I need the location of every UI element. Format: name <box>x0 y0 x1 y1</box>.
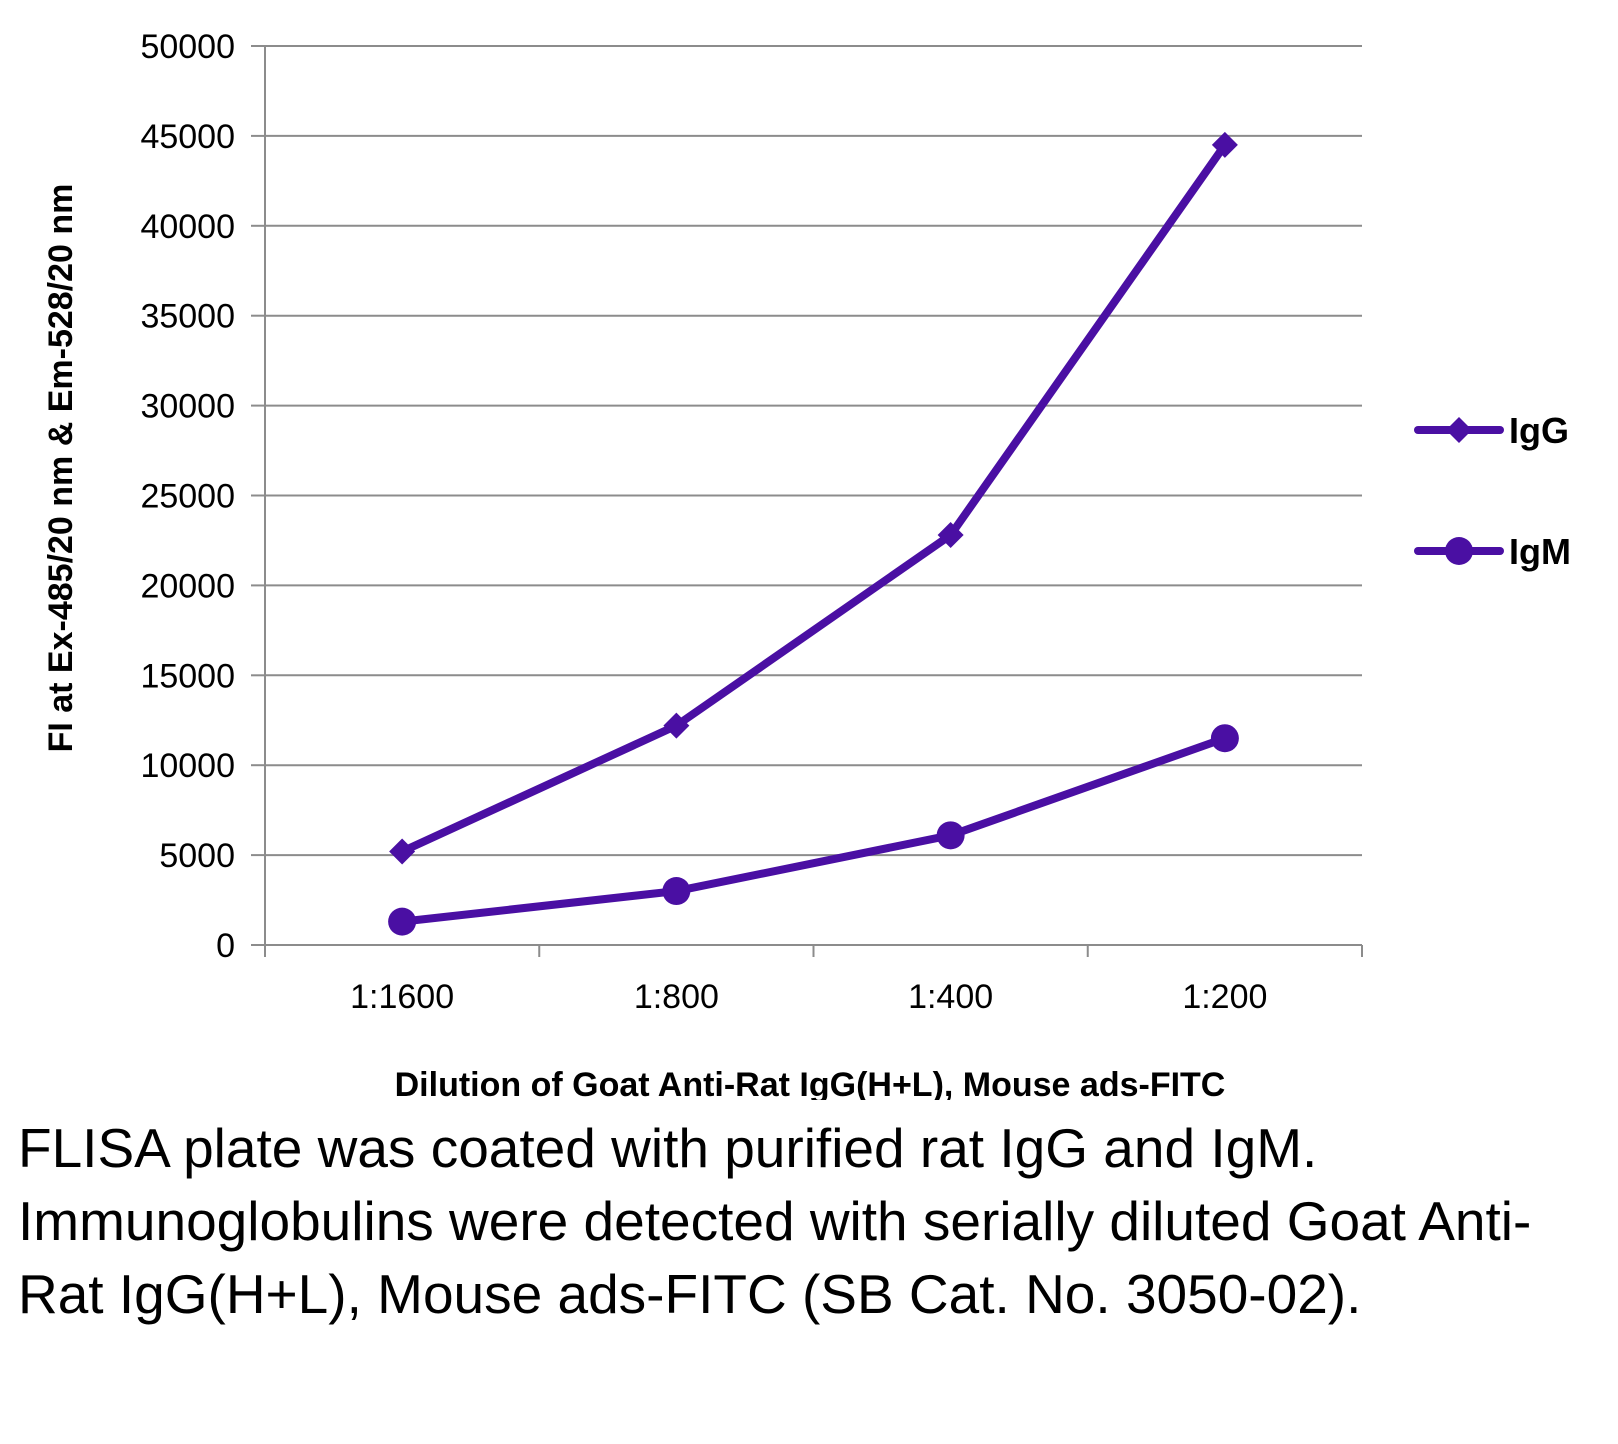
x-tick-label: 1:400 <box>908 978 993 1016</box>
figure-caption: FLISA plate was coated with purified rat… <box>18 1117 1532 1325</box>
y-tick-labels: 0 5000 10000 15000 20000 25000 30000 35000 40000… <box>140 28 235 965</box>
y-tick-label: 50000 <box>140 28 235 66</box>
circle-marker <box>662 877 691 906</box>
diamond-marker <box>663 712 690 739</box>
axes <box>251 45 1363 957</box>
diamond-marker <box>1446 417 1472 443</box>
line-chart: 0 5000 10000 15000 20000 25000 30000 35000 40000… <box>42 28 1571 1100</box>
legend-item-igm: IgM <box>1414 531 1571 572</box>
diamond-marker <box>389 838 416 865</box>
circle-marker <box>936 821 965 850</box>
series-igg <box>389 131 1238 865</box>
y-tick-label: 5000 <box>159 837 235 875</box>
y-tick-label: 45000 <box>140 118 235 156</box>
circle-marker <box>1445 537 1473 565</box>
diamond-marker <box>1211 131 1238 158</box>
x-axis-title: Dilution of Goat Anti-Rat IgG(H+L), Mous… <box>395 1066 1226 1100</box>
legend-label: IgG <box>1509 410 1569 451</box>
y-tick-label: 0 <box>216 927 235 965</box>
y-tick-label: 10000 <box>140 747 235 785</box>
y-axis-title: FI at Ex-485/20 nm & Em-528/20 nm <box>42 184 80 753</box>
y-tick-label: 35000 <box>140 298 235 336</box>
gridlines <box>265 45 1362 857</box>
diamond-marker <box>937 522 964 549</box>
circle-marker <box>388 907 417 936</box>
circle-marker <box>1210 724 1239 753</box>
x-tick-label: 1:1600 <box>350 978 454 1016</box>
y-tick-label: 30000 <box>140 388 235 426</box>
series-igm <box>388 724 1239 936</box>
x-tick-label: 1:200 <box>1182 978 1267 1016</box>
series-line <box>398 140 1229 856</box>
x-tick-labels: 1:1600 1:800 1:400 1:200 <box>350 978 1267 1016</box>
y-tick-label: 20000 <box>140 567 235 605</box>
y-tick-label: 15000 <box>140 657 235 695</box>
legend: IgG IgM <box>1414 410 1571 572</box>
x-tick-label: 1:800 <box>634 978 719 1016</box>
legend-item-igg: IgG <box>1414 410 1569 451</box>
y-tick-label: 40000 <box>140 208 235 246</box>
legend-label: IgM <box>1509 531 1571 572</box>
series-line <box>398 734 1229 926</box>
series-group <box>388 131 1239 936</box>
y-tick-label: 25000 <box>140 478 235 516</box>
